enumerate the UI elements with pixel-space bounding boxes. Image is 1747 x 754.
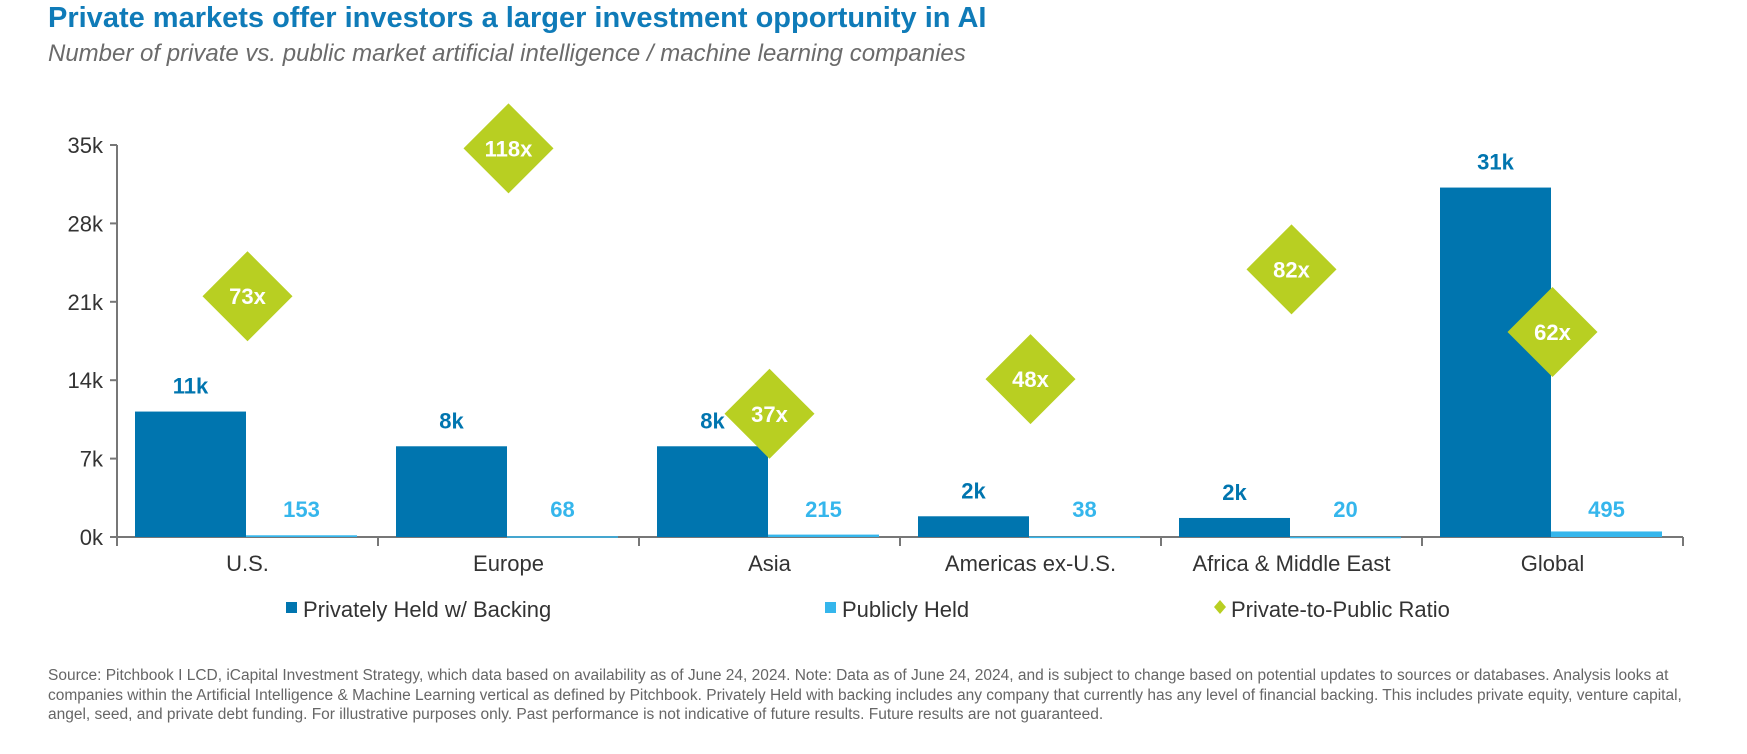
data-label-private: 8k [700,408,725,433]
ratio-diamond-0 [202,251,293,342]
data-label-public: 38 [1072,497,1096,522]
data-label-public: 495 [1588,497,1625,522]
x-category-label: Asia [748,551,792,576]
bar-public-5 [1551,531,1662,537]
y-tick-label: 21k [68,290,104,315]
ratio-label: 73x [229,284,266,309]
bar-public-1 [507,536,618,538]
data-label-private: 2k [1222,480,1247,505]
x-category-label: Europe [473,551,544,576]
source-note: Source: Pitchbook I LCD, iCapital Invest… [48,667,1682,723]
bar-public-0 [246,535,357,537]
ratio-label: 62x [1534,320,1571,345]
ratio-label: 118x [485,136,533,161]
bar-private-2 [657,446,768,537]
x-category-label: Global [1521,551,1585,576]
data-label-private: 8k [439,408,464,433]
data-label-public: 153 [283,497,320,522]
x-category-label: Africa & Middle East [1192,551,1390,576]
data-label-private: 2k [961,478,986,503]
data-label-private: 11k [173,374,209,399]
bar-public-2 [768,534,879,537]
ratio-diamond-4 [1246,224,1337,315]
legend-label: Private-to-Public Ratio [1231,597,1450,622]
chart: 0k 7k 14k 21k 28k 35k 11k 153 U.S. 8k 68 Europe 8k 21… [68,103,1684,622]
legend-swatch-0 [286,602,297,613]
chart-subtitle: Number of private vs. public market arti… [48,40,966,67]
ratio-diamond-5 [1507,287,1598,378]
legend-swatch-2 [1214,600,1226,614]
legend-label: Publicly Held [842,597,969,622]
chart-title: Private markets offer investors a larger… [48,2,987,34]
data-label-public: 68 [550,497,574,522]
data-label-public: 215 [805,497,842,522]
ratio-diamond-1 [463,103,554,194]
data-label-private: 31k [1477,150,1514,175]
bar-private-3 [918,516,1029,537]
data-label-public: 20 [1333,497,1357,522]
ratio-diamond-2 [724,368,815,459]
x-category-label: Americas ex-U.S. [945,551,1116,576]
legend-swatch-1 [825,602,836,613]
ratio-diamond-3 [985,334,1076,425]
y-tick-label: 14k [68,368,104,393]
bar-public-4 [1290,536,1401,539]
y-tick-label: 7k [80,447,104,472]
bar-public-3 [1029,536,1140,539]
bar-private-5 [1440,187,1551,537]
ratio-label: 82x [1273,257,1310,282]
y-tick-label: 28k [68,211,104,236]
ratio-label: 37x [751,402,788,427]
bar-private-1 [396,446,507,537]
y-tick-label: 0k [80,525,104,550]
legend-label: Privately Held w/ Backing [303,597,551,622]
bar-private-4 [1179,517,1290,537]
x-category-label: U.S. [226,551,269,576]
ratio-label: 48x [1012,367,1049,392]
bar-private-0 [135,411,246,537]
y-tick-label: 35k [68,133,104,158]
